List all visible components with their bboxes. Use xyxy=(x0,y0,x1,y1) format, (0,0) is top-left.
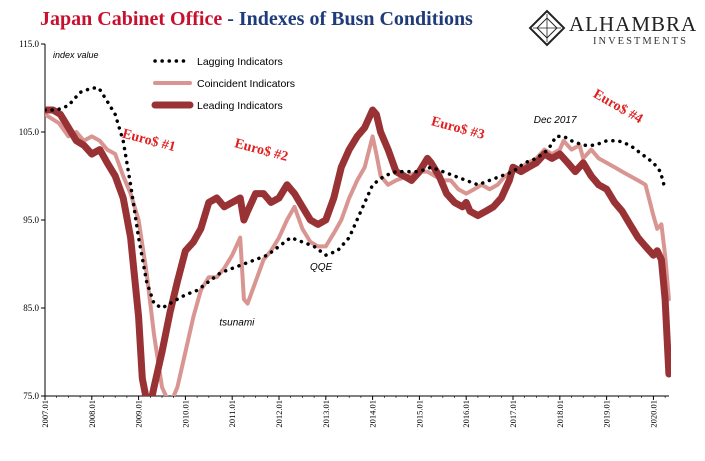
legend-label: Lagging Indicators xyxy=(197,56,283,68)
x-tick-label: 2008.01 xyxy=(87,400,97,428)
series-line-leading-indicators xyxy=(45,106,671,396)
logo: ALHAMBRA INVESTMENTS xyxy=(527,8,702,48)
x-tick-label: 2020.01 xyxy=(648,400,658,428)
chart-title: Japan Cabinet Office - Indexes of Busn C… xyxy=(40,8,473,31)
x-tick-label: 2016.01 xyxy=(461,400,471,428)
legend: Lagging Indicators Coincident Indicators L… xyxy=(151,56,295,112)
annotation-label: Euro$ #1 xyxy=(121,127,178,156)
y-axis-label: index value xyxy=(53,50,99,60)
annotation-label: Euro$ #4 xyxy=(590,87,645,127)
annotation-label: Euro$ #3 xyxy=(429,114,486,143)
y-tick-label: 75.0 xyxy=(23,391,39,401)
title-rest: - Indexes of Busn Conditions xyxy=(222,8,473,30)
annotation-label: Euro$ #2 xyxy=(233,136,290,165)
y-tick-label: 95.0 xyxy=(23,215,39,225)
y-tick-label: 115.0 xyxy=(19,39,39,49)
series-line-lagging-indicators xyxy=(45,86,667,310)
legend-label: Coincident Indicators xyxy=(197,78,295,90)
diamond-logo-icon xyxy=(528,9,566,47)
x-tick-label: 2018.01 xyxy=(555,400,565,428)
annotation-label: Dec 2017 xyxy=(534,115,577,126)
annotation-label: tsunami xyxy=(219,318,255,329)
x-tick-label: 2009.01 xyxy=(134,400,144,428)
legend-label: Leading Indicators xyxy=(197,100,283,112)
y-tick-label: 105.0 xyxy=(19,127,40,137)
title-brand: Japan Cabinet Office xyxy=(40,8,223,30)
x-tick-label: 2013.01 xyxy=(321,400,331,428)
x-tick-label: 2011.01 xyxy=(227,400,237,427)
logo-name: ALHAMBRA xyxy=(569,12,698,36)
x-tick-label: 2019.01 xyxy=(602,400,612,428)
x-tick-label: 2007.01 xyxy=(40,400,50,428)
x-tick-label: 2012.01 xyxy=(274,400,284,428)
axes: 75.0 85.0 95.0 105.0 115.0 2007.01 2008.01 2009… xyxy=(19,39,669,428)
x-tick-label: 2017.01 xyxy=(508,400,518,428)
y-tick-label: 85.0 xyxy=(23,303,39,313)
annotation-label: QQE xyxy=(310,262,333,273)
series xyxy=(45,86,671,396)
logo-sub: INVESTMENTS xyxy=(593,36,688,47)
x-tick-label: 2010.01 xyxy=(180,400,190,428)
series-line-coincident-indicators xyxy=(45,112,671,396)
x-tick-label: 2015.01 xyxy=(414,400,424,428)
x-tick-label: 2014.01 xyxy=(368,400,378,428)
